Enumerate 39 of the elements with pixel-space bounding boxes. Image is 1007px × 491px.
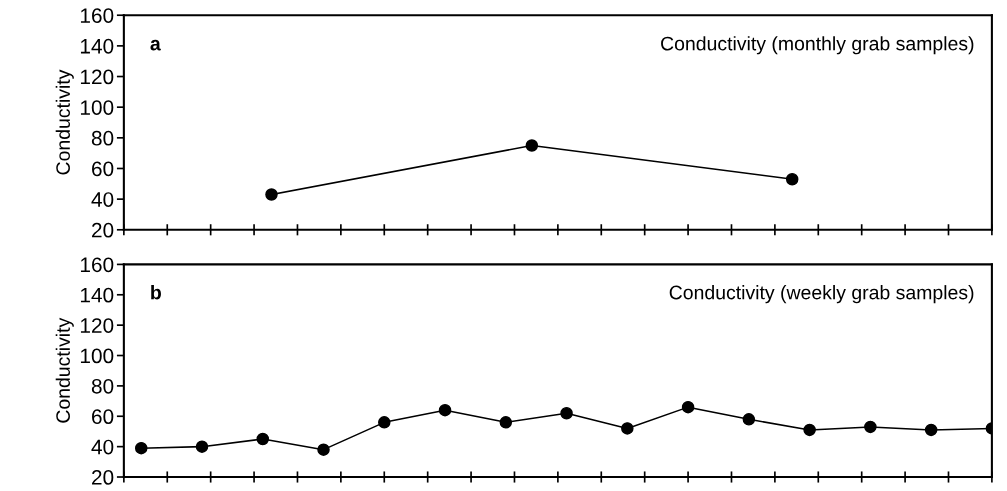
y-tick-label: 160 <box>80 8 114 23</box>
y-tick-label: 120 <box>80 318 114 333</box>
y-tick-label: 60 <box>92 161 114 177</box>
y-axis-title: Conductivity <box>55 69 74 175</box>
point <box>438 403 452 417</box>
y-tick-label: 20 <box>92 222 114 238</box>
point <box>525 139 539 152</box>
annotation: b <box>151 285 161 300</box>
point <box>256 432 270 446</box>
y-tick-label: 120 <box>80 69 114 85</box>
annotation: a <box>150 39 161 51</box>
point <box>317 443 330 456</box>
point <box>924 423 938 437</box>
y-tick-label: 100 <box>80 100 114 115</box>
point <box>803 423 816 437</box>
y-axis-title: Conductivity <box>55 317 74 423</box>
point <box>265 188 278 201</box>
y-tick-label: 140 <box>80 38 114 54</box>
y-tick-label: 100 <box>80 348 114 364</box>
point <box>195 440 209 453</box>
point <box>134 441 148 455</box>
y-tick-label: 160 <box>80 257 114 273</box>
point <box>560 406 573 420</box>
y-tick-label: 20 <box>92 470 114 485</box>
y-tick-label: 80 <box>91 378 114 394</box>
point <box>742 413 756 426</box>
text: Conductivity (weekly grab samples) <box>669 285 974 304</box>
point <box>499 416 513 429</box>
y-tick-label: 40 <box>91 439 114 455</box>
y-tick-label: 40 <box>91 192 114 207</box>
y-tick-label: 80 <box>91 130 114 146</box>
point <box>681 400 695 414</box>
point <box>864 420 877 434</box>
y-tick-label: 60 <box>92 409 114 425</box>
point <box>378 416 391 429</box>
point <box>621 422 634 435</box>
y-tick-label: 140 <box>80 287 114 303</box>
text: Conductivity (monthly grab samples) <box>661 36 974 55</box>
point <box>785 172 799 186</box>
